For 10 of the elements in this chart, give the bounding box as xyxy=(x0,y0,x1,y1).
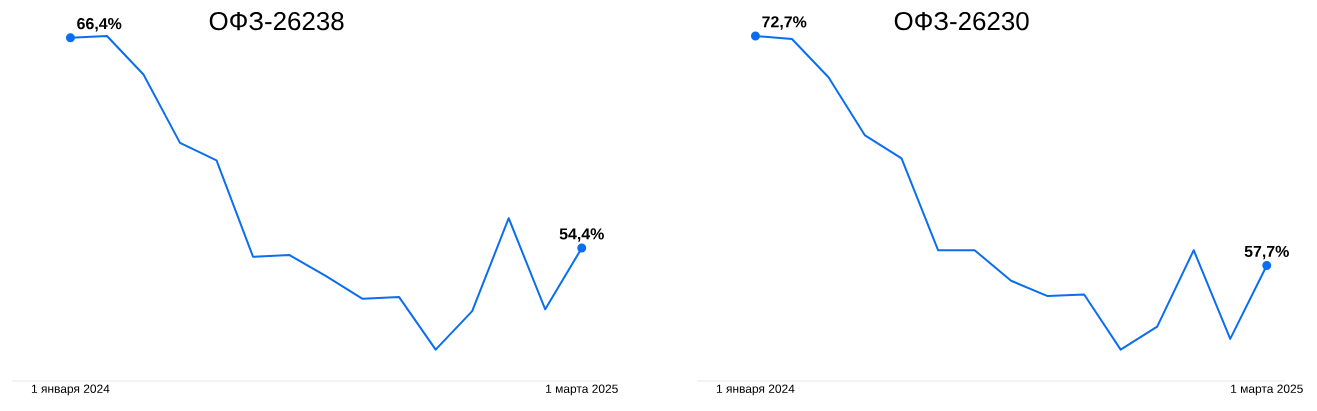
x-tick-label: 1 марта 2025 xyxy=(1231,384,1303,396)
data-label: 57,7% xyxy=(1244,245,1289,260)
x-tick-label: 1 января 2024 xyxy=(716,384,795,396)
chart-title: ОФЗ-26238 xyxy=(209,11,344,31)
x-tick-label: 1 марта 2025 xyxy=(546,384,618,396)
data-label: 72,7% xyxy=(762,16,807,30)
chart-title: ОФЗ-26230 xyxy=(894,11,1029,31)
data-label: 66,4% xyxy=(77,17,122,32)
data-label: 54,4% xyxy=(559,228,604,242)
x-tick-label: 1 января 2024 xyxy=(31,384,110,396)
